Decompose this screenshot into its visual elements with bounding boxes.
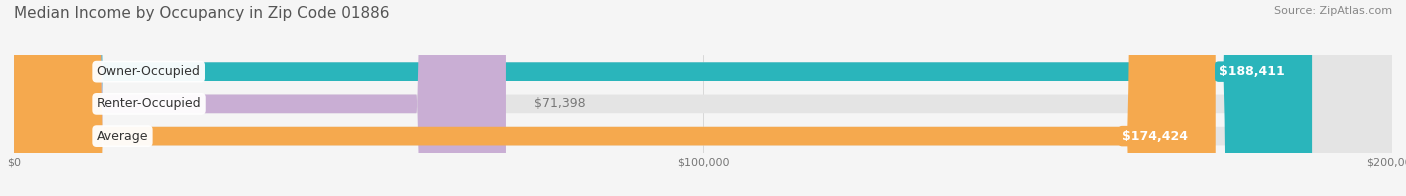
Text: Median Income by Occupancy in Zip Code 01886: Median Income by Occupancy in Zip Code 0… <box>14 6 389 21</box>
FancyBboxPatch shape <box>14 0 1392 196</box>
Text: $174,424: $174,424 <box>1122 130 1188 143</box>
Text: Owner-Occupied: Owner-Occupied <box>97 65 201 78</box>
FancyBboxPatch shape <box>14 0 1392 196</box>
Text: Renter-Occupied: Renter-Occupied <box>97 97 201 110</box>
FancyBboxPatch shape <box>14 0 506 196</box>
Text: Average: Average <box>97 130 148 143</box>
Text: Source: ZipAtlas.com: Source: ZipAtlas.com <box>1274 6 1392 16</box>
FancyBboxPatch shape <box>14 0 1216 196</box>
FancyBboxPatch shape <box>14 0 1392 196</box>
FancyBboxPatch shape <box>14 0 1312 196</box>
Text: $71,398: $71,398 <box>533 97 585 110</box>
Text: $188,411: $188,411 <box>1219 65 1285 78</box>
